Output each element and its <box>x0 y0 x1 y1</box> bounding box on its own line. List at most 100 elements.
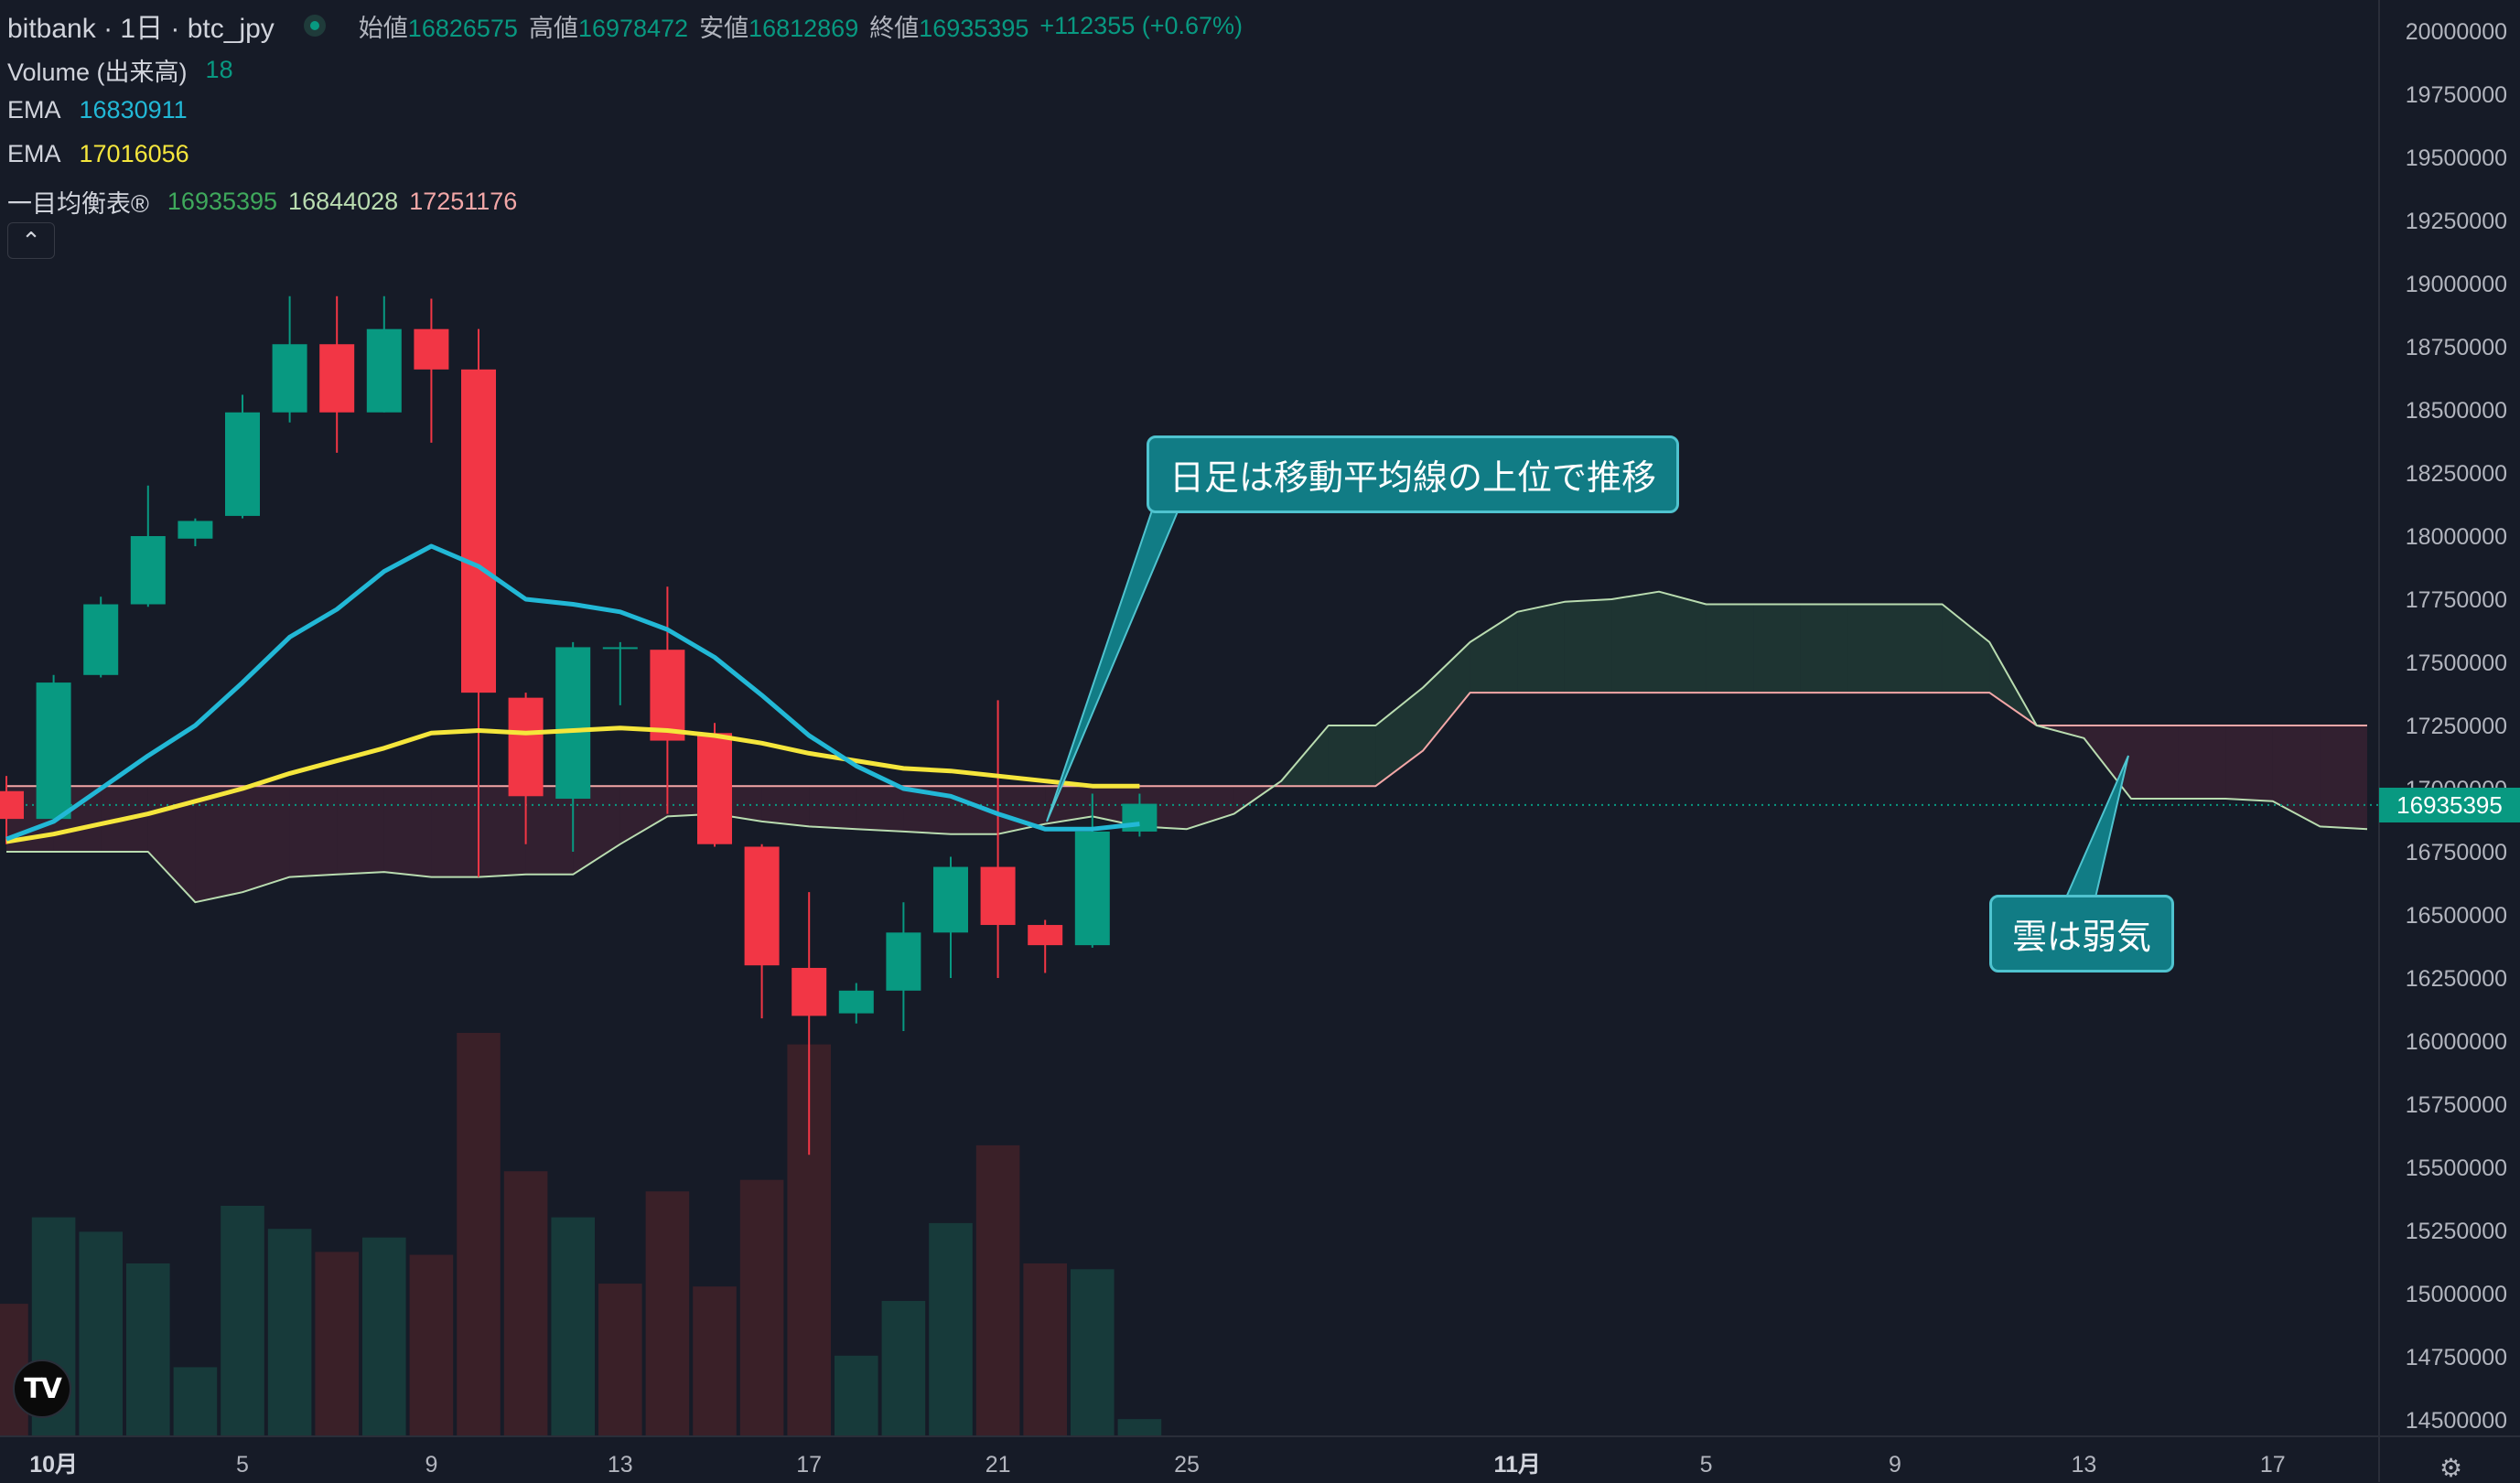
ema-slow-line <box>5 725 1140 844</box>
tradingview-logo-text: TV <box>24 1372 62 1405</box>
ema-fast-line <box>5 543 1140 842</box>
candle-body <box>461 369 496 693</box>
y-tick-label: 16000000 <box>2406 1029 2507 1055</box>
tradingview-logo-icon[interactable]: TV <box>13 1359 71 1418</box>
x-tick-label: 9 <box>425 1452 437 1478</box>
ichimoku-label: 一目均衡表® <box>7 190 149 218</box>
cloud-segment <box>431 786 479 877</box>
candle-body <box>272 344 307 413</box>
ichimoku-value-2: 16844028 <box>288 188 399 215</box>
volume-bar <box>503 1171 548 1436</box>
cloud-segment <box>997 786 1046 834</box>
cloud-segment <box>1847 604 1895 693</box>
cloud-segment <box>1375 687 1423 787</box>
ichimoku-value-3: 17251176 <box>409 188 518 215</box>
candle-body <box>933 866 968 933</box>
volume-value: 18 <box>205 56 233 83</box>
y-tick-label: 17750000 <box>2406 587 2507 613</box>
candle-body <box>650 650 685 741</box>
legend-symbol-row: bitbank · 1日 · btc_jpy 始値16826575 高値1697… <box>7 5 1243 46</box>
volume-bar <box>267 1229 312 1436</box>
volume-bar <box>1071 1269 1115 1436</box>
gear-icon[interactable]: ⚙ <box>2439 1453 2462 1483</box>
candle-body <box>0 790 24 820</box>
cloud-segment <box>1942 604 1990 693</box>
callout-upper: 日足は移動平均線の上位で推移 <box>1147 435 1680 513</box>
cloud-segment <box>2225 725 2273 801</box>
x-tick-label: 9 <box>1889 1452 1901 1478</box>
volume-label: Volume (出来高) <box>7 59 188 86</box>
cloud-segment <box>2178 725 2226 800</box>
candle-body <box>225 412 260 516</box>
x-tick-label: 17 <box>796 1452 822 1478</box>
cloud-segment <box>1187 786 1234 830</box>
y-tick-label: 16500000 <box>2406 903 2507 929</box>
y-tick-label: 14750000 <box>2406 1345 2507 1370</box>
legend-ema-slow-row[interactable]: EMA 17016056 <box>7 140 189 168</box>
candle-body <box>1028 925 1063 946</box>
candle-body <box>602 647 638 650</box>
volume-bar <box>221 1206 264 1436</box>
y-tick-label: 18250000 <box>2406 461 2507 487</box>
collapse-legend-button[interactable]: ⌃ <box>7 222 55 259</box>
candle-body <box>555 647 591 800</box>
x-tick-label: 13 <box>608 1452 633 1478</box>
y-tick-label: 14500000 <box>2406 1408 2507 1434</box>
ohlc-high: 高値16978472 <box>528 14 689 42</box>
legend-volume-row[interactable]: Volume (出来高) 18 <box>7 52 233 88</box>
candle-body <box>697 733 732 844</box>
candle-body <box>508 697 544 797</box>
volume-bar <box>739 1179 784 1436</box>
candle-body <box>178 521 213 539</box>
candle-body <box>980 866 1016 926</box>
volume-bar <box>173 1367 218 1436</box>
cloud-segment <box>1706 604 1754 693</box>
y-tick-label: 18750000 <box>2406 335 2507 360</box>
cloud-segment <box>573 786 620 875</box>
volume-bar <box>79 1231 123 1436</box>
y-tick-label: 16250000 <box>2406 966 2507 992</box>
ichimoku-span-a-line <box>6 590 2368 904</box>
chevron-up-icon: ⌃ <box>21 226 41 254</box>
cloud-segment <box>1328 725 1376 787</box>
cloud-segment <box>337 786 384 875</box>
volume-bar <box>835 1355 878 1436</box>
legend-ema-fast-row[interactable]: EMA 16830911 <box>7 96 188 124</box>
cloud-segment <box>2320 725 2367 830</box>
ohlc-low: 安値16812869 <box>699 14 859 42</box>
ichimoku-value-1: 16935395 <box>167 188 278 215</box>
y-tick-label: 19500000 <box>2406 145 2507 171</box>
cloud-segment <box>2131 725 2179 800</box>
y-tick-label: 18000000 <box>2406 524 2507 550</box>
candle-body <box>838 990 874 1014</box>
market-status-dot-icon <box>303 15 326 37</box>
cloud-segment <box>1423 641 1470 751</box>
cloud-segment <box>856 786 904 832</box>
volume-bar <box>1023 1263 1067 1436</box>
candle-body <box>36 682 71 820</box>
volume-bar <box>929 1222 973 1436</box>
cloud-segment <box>1470 611 1518 693</box>
volume-bar <box>881 1300 926 1436</box>
cloud-segment <box>383 786 432 877</box>
symbol-name[interactable]: bitbank · 1日 · btc_jpy <box>7 14 275 44</box>
y-tick-label: 15000000 <box>2406 1282 2507 1307</box>
cloud-segment <box>1611 591 1659 693</box>
cloud-segment <box>1564 599 1612 693</box>
x-tick-label: 5 <box>1700 1452 1713 1478</box>
y-tick-label: 17250000 <box>2406 714 2507 739</box>
cloud-segment <box>1659 591 1707 693</box>
ichimoku-span-b-line <box>6 692 2367 788</box>
candle-body <box>792 967 827 1016</box>
ohlc-close: 終値16935395 <box>869 14 1029 42</box>
y-tick-label: 15750000 <box>2406 1092 2507 1118</box>
legend-ichimoku-row[interactable]: 一目均衡表® 16935395 16844028 17251176 <box>7 184 517 220</box>
candle-body <box>886 932 921 991</box>
callout-upper-text: 日足は移動平均線の上位で推移 <box>1169 459 1657 498</box>
cloud-segment <box>479 786 526 877</box>
volume-bar <box>126 1263 170 1436</box>
cloud-segment <box>1800 604 1848 693</box>
ohlc-open: 始値16826575 <box>358 14 518 42</box>
